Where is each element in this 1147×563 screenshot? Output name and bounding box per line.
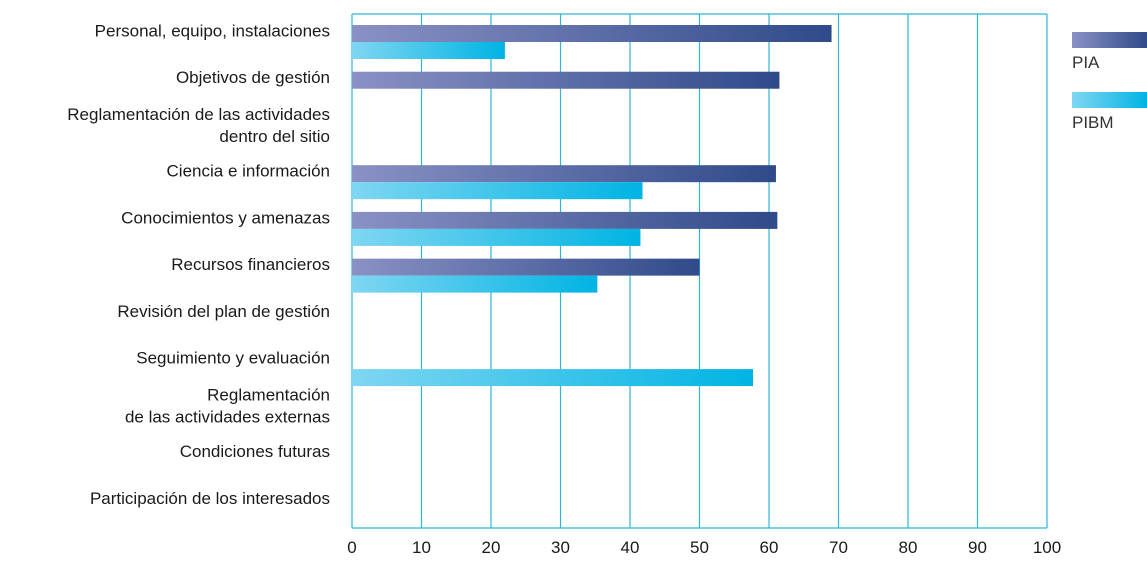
x-tick-label: 90: [968, 538, 987, 557]
x-tick-label: 20: [482, 538, 501, 557]
bar-pia-4: [352, 211, 778, 229]
x-tick-label: 50: [690, 538, 709, 557]
category-label: de las actividades externas: [125, 407, 330, 426]
bar-pibm-4: [352, 228, 641, 246]
category-label: Ciencia e información: [167, 162, 330, 181]
category-label: dentro del sitio: [219, 127, 330, 146]
category-label: Seguimiento y evaluación: [136, 349, 330, 368]
legend: PIA PIBM: [1072, 32, 1147, 132]
x-tick-label: 100: [1033, 538, 1061, 557]
x-tick-label: 30: [551, 538, 570, 557]
legend-swatch-pibm: [1072, 92, 1147, 108]
category-label: Reglamentación: [207, 385, 330, 404]
x-tick-label: 80: [899, 538, 918, 557]
category-label: Reglamentación de las actividades: [67, 105, 330, 124]
bar-pibm-3: [352, 182, 643, 200]
x-tick-label: 40: [621, 538, 640, 557]
category-label: Condiciones futuras: [180, 442, 330, 461]
category-label: Conocimientos y amenazas: [121, 208, 330, 227]
bar-pia-1: [352, 71, 780, 89]
x-tick-label: 10: [412, 538, 431, 557]
x-axis-ticks: 0 10 20 30 40 50 60 70 80 90 100: [347, 538, 1061, 557]
bar-pibm-7: [352, 369, 754, 387]
category-label: Objetivos de gestión: [176, 68, 330, 87]
category-label: Participación de los interesados: [90, 489, 330, 508]
bar-pia-3: [352, 165, 776, 183]
legend-label-pia: PIA: [1072, 53, 1100, 72]
legend-swatch-pia: [1072, 32, 1147, 48]
x-tick-label: 0: [347, 538, 356, 557]
category-label: Revisión del plan de gestión: [117, 302, 330, 321]
x-tick-label: 70: [829, 538, 848, 557]
category-labels: Personal, equipo, instalaciones Objetivos…: [67, 21, 330, 507]
bars: [352, 25, 832, 387]
x-tick-label: 60: [760, 538, 779, 557]
category-label: Personal, equipo, instalaciones: [95, 21, 330, 40]
bar-pia-0: [352, 25, 832, 42]
bar-pia-5: [352, 258, 700, 276]
bar-pibm-0: [352, 42, 505, 59]
bar-pibm-5: [352, 275, 598, 293]
category-label: Recursos financieros: [171, 255, 330, 274]
legend-label-pibm: PIBM: [1072, 113, 1114, 132]
